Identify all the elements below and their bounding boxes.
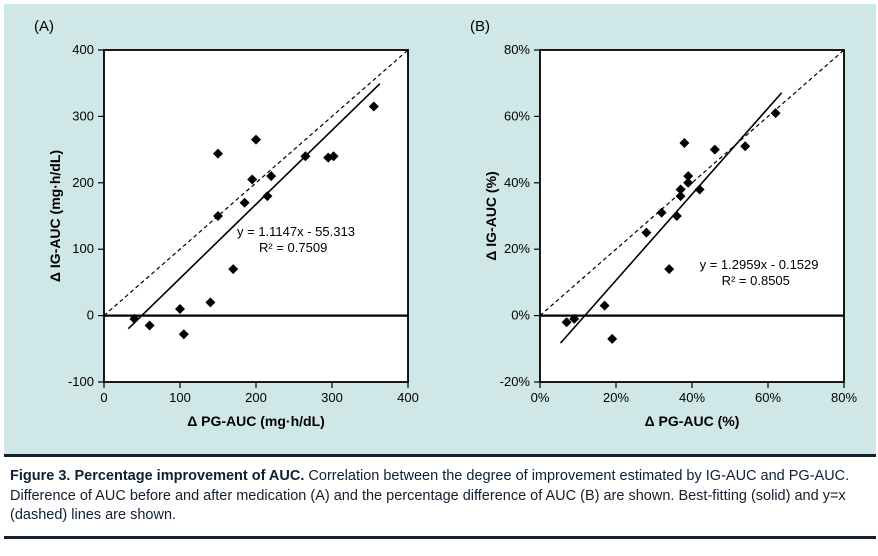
svg-text:80%: 80% <box>831 390 857 405</box>
svg-text:40%: 40% <box>679 390 705 405</box>
svg-text:40%: 40% <box>504 175 530 190</box>
panel-a: (A) 0 100 200 300 400 -100 0 100 200 300 400 Δ PG-A… <box>4 4 440 454</box>
svg-text:60%: 60% <box>755 390 781 405</box>
panel-a-plot: 0 100 200 300 400 -100 0 100 200 300 400 Δ PG-AUC (… <box>42 40 422 440</box>
svg-text:-100: -100 <box>68 374 94 389</box>
svg-text:Δ IG-AUC (%): Δ IG-AUC (%) <box>483 171 499 260</box>
svg-text:20%: 20% <box>504 241 530 256</box>
svg-text:y = 1.2959x - 0.1529: y = 1.2959x - 0.1529 <box>700 257 819 272</box>
caption-title: Figure 3. Percentage improvement of AUC. <box>10 468 304 484</box>
svg-text:Δ PG-AUC (mg·h/dL): Δ PG-AUC (mg·h/dL) <box>187 413 325 429</box>
svg-text:80%: 80% <box>504 42 530 57</box>
svg-text:200: 200 <box>245 390 267 405</box>
svg-text:400: 400 <box>72 42 94 57</box>
figure-caption: Figure 3. Percentage improvement of AUC.… <box>4 454 876 539</box>
svg-text:R² = 0.8505: R² = 0.8505 <box>722 273 790 288</box>
panel-b-plot: 0%20%40%60%80%-20%0%20%40%60%80%Δ PG-AUC… <box>478 40 858 440</box>
svg-text:y = 1.1147x - 55.313: y = 1.1147x - 55.313 <box>237 224 355 239</box>
panel-b: (B) 0%20%40%60%80%-20%0%20%40%60%80%Δ PG… <box>440 4 876 454</box>
svg-text:300: 300 <box>321 390 343 405</box>
svg-text:20%: 20% <box>603 390 629 405</box>
figure-container: (A) 0 100 200 300 400 -100 0 100 200 300 400 Δ PG-A… <box>0 4 878 556</box>
svg-text:0: 0 <box>100 390 107 405</box>
svg-text:Δ IG-AUC (mg·h/dL): Δ IG-AUC (mg·h/dL) <box>47 150 63 282</box>
svg-text:60%: 60% <box>504 108 530 123</box>
panel-b-label: (B) <box>470 18 490 35</box>
svg-text:-20%: -20% <box>500 374 531 389</box>
panel-a-label: (A) <box>34 18 54 35</box>
svg-text:400: 400 <box>397 390 419 405</box>
chart-background: (A) 0 100 200 300 400 -100 0 100 200 300 400 Δ PG-A… <box>4 4 876 454</box>
svg-text:Δ PG-AUC (%): Δ PG-AUC (%) <box>645 413 740 429</box>
svg-text:300: 300 <box>72 108 94 123</box>
svg-text:100: 100 <box>169 390 191 405</box>
svg-text:0%: 0% <box>531 390 550 405</box>
svg-text:0: 0 <box>87 308 94 323</box>
svg-text:200: 200 <box>72 175 94 190</box>
svg-text:R² = 0.7509: R² = 0.7509 <box>259 240 327 255</box>
svg-text:100: 100 <box>72 241 94 256</box>
svg-text:0%: 0% <box>511 308 530 323</box>
